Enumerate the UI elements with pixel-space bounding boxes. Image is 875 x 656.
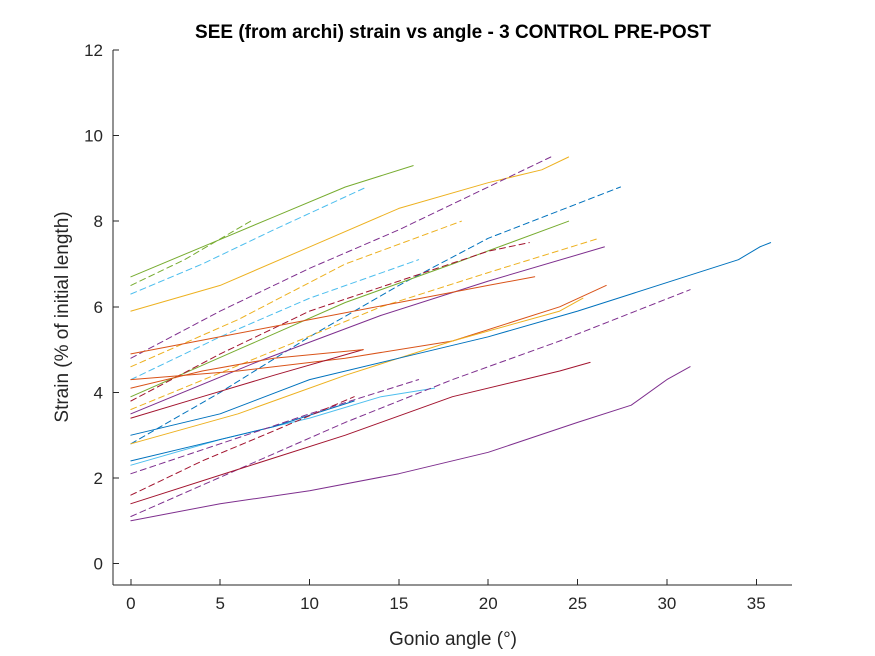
y-axis-label: Strain (% of initial length) <box>52 211 73 422</box>
axes <box>112 50 792 586</box>
x-tick-label: 30 <box>657 594 676 613</box>
x-tick-label: 35 <box>747 594 766 613</box>
series-line-25 <box>130 366 691 522</box>
y-tick-label: 6 <box>94 298 103 317</box>
series-layer <box>130 156 772 522</box>
ticks: 0 5 10 15 20 25 30 35 0 2 4 6 8 10 12 <box>84 41 766 613</box>
series-line-16 <box>130 242 772 436</box>
series-line-5 <box>130 156 552 359</box>
series-line-1 <box>130 165 414 278</box>
x-tick-label: 0 <box>126 594 135 613</box>
series-line-2 <box>130 220 252 286</box>
series-line-23 <box>130 396 355 496</box>
y-tick-label: 12 <box>84 41 103 60</box>
y-tick-label: 0 <box>94 555 103 574</box>
y-tick-label: 8 <box>94 212 103 231</box>
series-line-12 <box>130 242 530 402</box>
series-line-4 <box>130 156 570 312</box>
series-line-8 <box>130 259 420 381</box>
series-line-21 <box>130 379 420 475</box>
y-tick-label: 10 <box>84 127 103 146</box>
series-line-10 <box>130 237 600 410</box>
series-line-19 <box>130 387 436 466</box>
series-line-6 <box>130 220 462 368</box>
series-line-13 <box>130 276 536 355</box>
x-axis-label: Gonio angle (°) <box>389 629 517 650</box>
series-line-22 <box>130 289 691 517</box>
series-line-11 <box>130 246 605 415</box>
series-line-17 <box>130 349 364 419</box>
series-line-9 <box>130 220 570 398</box>
series-line-18 <box>130 349 364 389</box>
x-tick-label: 15 <box>389 594 408 613</box>
x-tick-label: 25 <box>568 594 587 613</box>
x-tick-label: 10 <box>300 594 319 613</box>
y-tick-label: 2 <box>94 469 103 488</box>
series-line-24 <box>130 361 591 505</box>
x-tick-label: 20 <box>479 594 498 613</box>
y-tick-label: 4 <box>94 383 103 402</box>
series-line-14 <box>130 284 607 381</box>
x-tick-label: 5 <box>215 594 224 613</box>
chart-title: SEE (from archi) strain vs angle - 3 CON… <box>195 22 711 43</box>
